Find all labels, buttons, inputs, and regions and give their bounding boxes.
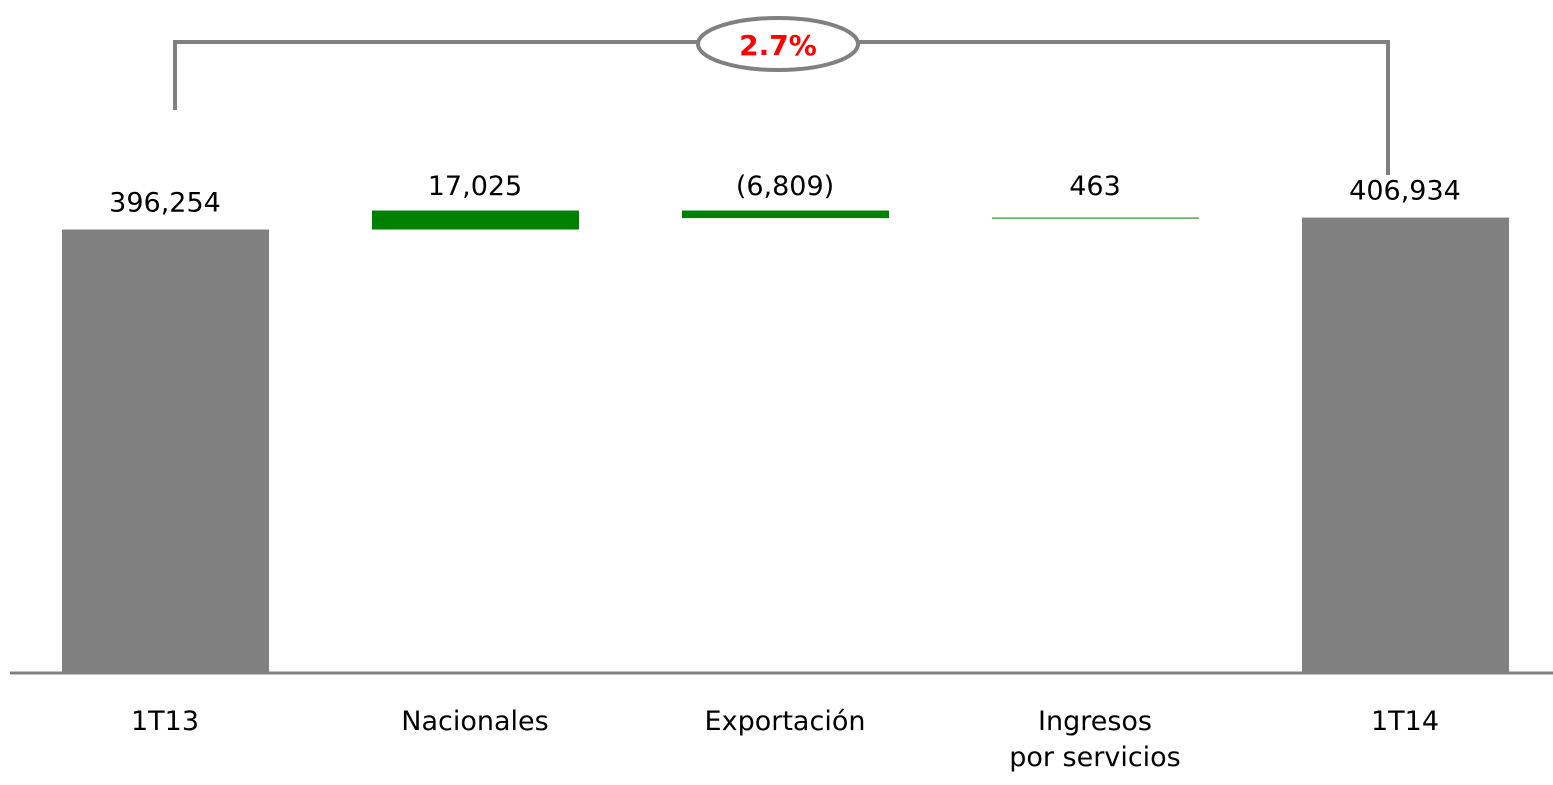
value-label: 17,025 [428, 171, 522, 202]
value-label: 396,254 [109, 188, 221, 219]
x-tick-label: Ingresos por servicios [1009, 706, 1181, 773]
value-label: (6,809) [736, 171, 834, 202]
growth-label: 2.7% [739, 29, 817, 62]
bar [372, 210, 579, 230]
bar [1302, 217, 1509, 672]
growth-bubble [696, 16, 860, 72]
value-label: 406,934 [1349, 176, 1461, 207]
x-tick-label: Nacionales [401, 706, 548, 737]
x-tick-label: 1T14 [1371, 706, 1439, 737]
bar [992, 217, 1199, 219]
x-tick-label: 1T13 [131, 706, 199, 737]
x-tick-label: Exportación [705, 706, 866, 737]
bar [62, 229, 269, 673]
bar [682, 210, 889, 219]
value-label: 463 [1069, 171, 1121, 202]
